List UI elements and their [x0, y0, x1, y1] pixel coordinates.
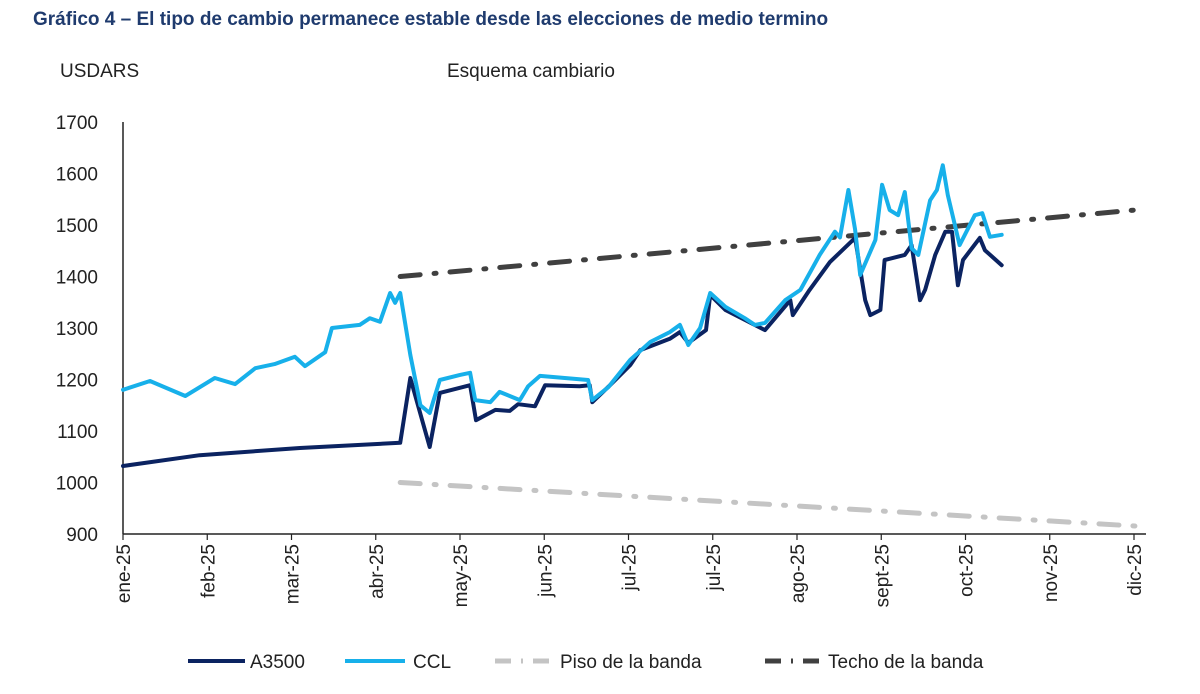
y-tick-label: 1200: [56, 371, 98, 392]
y-axis-label: USDARS: [60, 61, 139, 82]
legend-label: CCL: [413, 652, 451, 673]
series-line-a3500: [121, 229, 1004, 468]
y-tick-label: 1000: [56, 474, 98, 495]
legend: A3500 CCL Piso de la banda Techo de la band…: [188, 652, 984, 673]
x-tick-label: sept-25: [872, 544, 893, 607]
x-tick-label: nov-25: [1041, 544, 1062, 602]
legend-label: A3500: [250, 652, 305, 673]
legend-label: Techo de la banda: [828, 652, 984, 673]
x-tick-label: feb-25: [198, 544, 219, 598]
series-lines: [121, 163, 1143, 529]
x-tick-label: jul-25: [620, 544, 641, 591]
chart-title: Esquema cambiario: [447, 61, 615, 82]
x-tick-label: may-25: [451, 544, 472, 607]
series-line-ccl: [121, 163, 1004, 415]
y-tick-label: 1400: [56, 268, 98, 289]
x-tick-label: ene-25: [114, 544, 135, 603]
x-tick-label: jun-25: [535, 544, 556, 598]
x-tick-label: dic-25: [1125, 544, 1146, 596]
figure-title: Gráfico 4 – El tipo de cambio permanece …: [33, 9, 828, 30]
y-tick-label: 1500: [56, 216, 98, 237]
x-tick-label: abr-25: [367, 544, 388, 599]
axes: 900 1000 1100 1200 1300 1400 1500 1600 1700 ene-2…: [56, 113, 1146, 607]
x-tick-label: jul-25: [704, 544, 725, 591]
series-line-piso-de-la-banda: [397, 480, 1143, 529]
legend-label: Piso de la banda: [560, 652, 702, 673]
x-tick-label: oct-25: [957, 544, 978, 597]
y-tick-label: 1100: [57, 422, 98, 443]
y-tick-label: 1600: [56, 165, 98, 186]
x-tick-label: mar-25: [283, 544, 304, 604]
y-tick-label: 900: [66, 525, 98, 546]
series-line-techo-de-la-banda: [397, 207, 1143, 279]
y-tick-label: 1700: [56, 113, 98, 134]
x-tick-label: ago-25: [788, 544, 809, 603]
y-tick-label: 1300: [56, 319, 98, 340]
